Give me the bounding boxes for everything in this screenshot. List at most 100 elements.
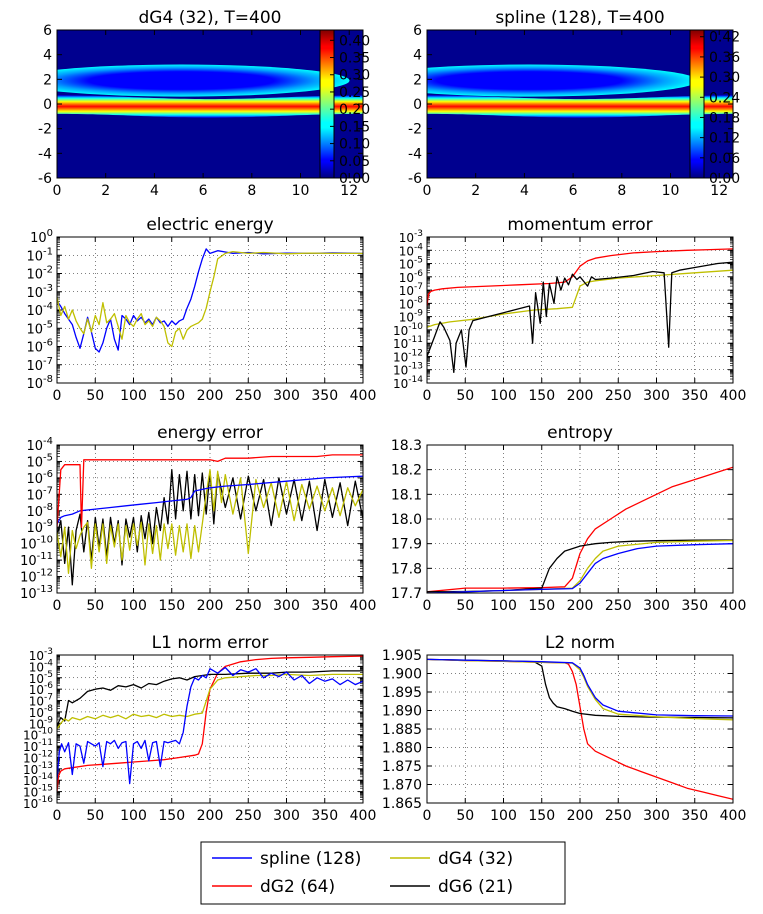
y-tick-exponent: -7 bbox=[43, 356, 53, 367]
series-line-dG2 bbox=[427, 466, 733, 593]
y-tick-label: 10-5 bbox=[29, 670, 53, 686]
y-tick-label: 10-14 bbox=[23, 772, 53, 788]
x-tick-label: 350 bbox=[311, 388, 338, 404]
y-tick-label: 2 bbox=[413, 72, 422, 88]
y-tick-label: 10-11 bbox=[393, 335, 423, 351]
y-tick-label: 10-4 bbox=[26, 301, 53, 319]
y-tick-base: 10 bbox=[29, 660, 44, 674]
x-tick-label: 300 bbox=[643, 598, 670, 614]
colorbar-tick-label: 0.30 bbox=[709, 70, 740, 86]
y-tick-label: 10-4 bbox=[26, 436, 53, 454]
y-tick-label: 6 bbox=[43, 23, 52, 39]
x-tick-label: 0 bbox=[423, 183, 432, 199]
y-tick-exponent: -6 bbox=[43, 469, 53, 480]
y-tick-label: 1.875 bbox=[382, 759, 422, 775]
y-tick-label: 10-5 bbox=[26, 319, 53, 337]
x-tick-label: 0 bbox=[423, 388, 432, 404]
x-tick-label: 200 bbox=[197, 598, 224, 614]
x-tick-label: 150 bbox=[528, 598, 555, 614]
x-tick-label: 150 bbox=[158, 598, 185, 614]
y-tick-base: 10 bbox=[29, 695, 44, 709]
y-tick-base: 10 bbox=[26, 505, 43, 520]
y-tick-label: 10-14 bbox=[393, 375, 423, 391]
x-tick-label: 250 bbox=[235, 808, 262, 824]
x-tick-label: 100 bbox=[120, 598, 147, 614]
y-tick-exponent: -7 bbox=[44, 693, 53, 703]
y-tick-label: 10-7 bbox=[29, 693, 53, 709]
heatmap-field bbox=[57, 30, 363, 178]
y-tick-label: 1.880 bbox=[382, 741, 422, 757]
y-tick-label: -4 bbox=[408, 146, 422, 162]
plot-frame bbox=[56, 654, 364, 804]
x-tick-label: 0 bbox=[53, 388, 62, 404]
x-tick-label: 100 bbox=[120, 808, 147, 824]
y-tick-label: 0 bbox=[43, 97, 52, 113]
y-tick-base: 10 bbox=[399, 258, 414, 272]
y-tick-label: 1.865 bbox=[382, 796, 422, 812]
plot-area bbox=[57, 655, 363, 792]
plot-frame bbox=[426, 236, 734, 384]
y-tick-base: 10 bbox=[399, 271, 414, 285]
x-tick-label: 350 bbox=[681, 598, 708, 614]
x-tick-label: 150 bbox=[158, 388, 185, 404]
legend-label: spline (128) bbox=[260, 849, 361, 869]
y-tick-exponent: -13 bbox=[37, 584, 53, 595]
y-tick-label: 10-9 bbox=[29, 715, 54, 731]
colorbar bbox=[689, 29, 705, 179]
y-tick-exponent: -14 bbox=[38, 772, 53, 782]
x-tick-label: 0 bbox=[423, 598, 432, 614]
y-tick-label: 10-12 bbox=[393, 348, 423, 364]
y-tick-base: 10 bbox=[29, 706, 44, 720]
chart-title: dG4 (32), T=400 bbox=[139, 8, 282, 28]
legend-label: dG2 (64) bbox=[260, 877, 335, 897]
x-tick-label: 200 bbox=[197, 388, 224, 404]
y-tick-base: 10 bbox=[26, 377, 43, 392]
x-tick-label: 350 bbox=[681, 808, 708, 824]
colorbar-tick-label: 0.00 bbox=[709, 171, 740, 187]
colorbar-tick-label: 0.42 bbox=[709, 30, 740, 46]
plot-area bbox=[57, 454, 363, 586]
y-tick-label: 10-9 bbox=[399, 309, 424, 325]
y-tick-label: 10-9 bbox=[26, 518, 53, 536]
y-tick-label: 1.870 bbox=[382, 778, 422, 794]
y-tick-exponent: -6 bbox=[414, 269, 423, 279]
x-tick-label: 250 bbox=[605, 598, 632, 614]
y-tick-label: 10-11 bbox=[20, 551, 53, 569]
plot-frame bbox=[56, 444, 364, 594]
x-tick-label: 300 bbox=[273, 388, 300, 404]
phase-space-filament bbox=[57, 95, 363, 118]
x-tick-label: 400 bbox=[720, 808, 747, 824]
x-tick-label: 150 bbox=[158, 808, 185, 824]
y-tick-label: 10-6 bbox=[399, 269, 424, 285]
y-tick-label: 1.895 bbox=[382, 685, 422, 701]
colorbar-tick-label: 0.12 bbox=[709, 131, 740, 147]
y-tick-base: 10 bbox=[30, 231, 47, 246]
y-tick-base: 10 bbox=[393, 350, 408, 364]
y-tick-label: 10-13 bbox=[23, 761, 53, 777]
x-tick-label: 50 bbox=[456, 598, 474, 614]
y-tick-label: 10-6 bbox=[26, 338, 53, 356]
y-tick-exponent: -5 bbox=[414, 256, 423, 266]
y-tick-label: 17.7 bbox=[391, 586, 422, 602]
y-tick-label: 10-10 bbox=[393, 322, 423, 338]
y-tick-label: 10-7 bbox=[26, 356, 53, 374]
y-tick-exponent: -14 bbox=[408, 375, 423, 385]
x-tick-label: 200 bbox=[567, 388, 594, 404]
colorbar-tick-label: 0.36 bbox=[709, 50, 740, 66]
colorbar-tick-label: 0.20 bbox=[339, 102, 370, 118]
y-tick-base: 10 bbox=[393, 377, 408, 391]
y-tick-label: 10-6 bbox=[26, 469, 53, 487]
y-tick-base: 10 bbox=[26, 322, 43, 337]
y-tick-exponent: -12 bbox=[37, 568, 53, 579]
x-tick-label: 4 bbox=[150, 183, 159, 199]
y-tick-exponent: -15 bbox=[38, 784, 53, 794]
y-tick-exponent: -4 bbox=[44, 658, 53, 668]
y-tick-label: 10-3 bbox=[29, 647, 53, 663]
y-tick-base: 10 bbox=[20, 538, 37, 553]
y-tick-base: 10 bbox=[26, 286, 43, 301]
y-tick-exponent: -11 bbox=[37, 551, 53, 562]
phase-space-filament bbox=[427, 95, 733, 118]
series-line-dG2 bbox=[427, 248, 733, 307]
y-tick-base: 10 bbox=[23, 786, 38, 800]
phase-space-eddy bbox=[427, 64, 698, 97]
